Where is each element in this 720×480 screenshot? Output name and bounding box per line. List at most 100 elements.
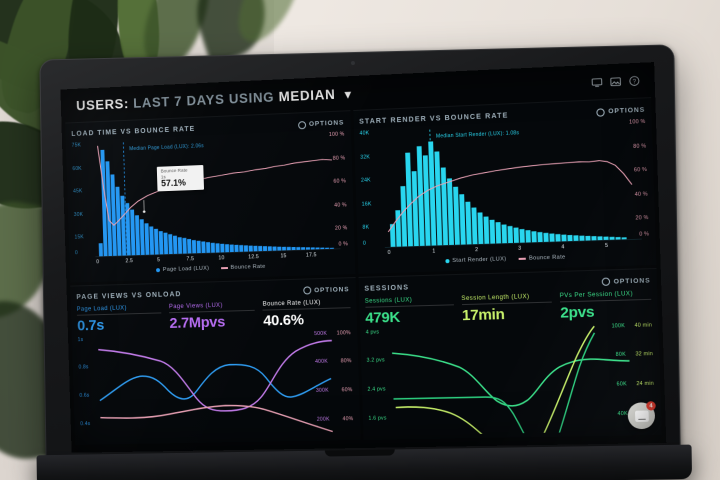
y2-tick: 0 % [338, 241, 349, 248]
y-tick: 75K [71, 142, 82, 149]
y2-tick: 60% [341, 387, 353, 394]
card-page-views: PAGE VIEWS VS ONLOAD OPTIONS Page Load (… [70, 276, 361, 445]
y-mid-tick: 40K [617, 411, 628, 418]
metric-value: 2.7Mpvs [169, 313, 226, 332]
y-tick: 1.6 pvs [368, 415, 387, 423]
y2-tick: 40 % [334, 201, 347, 209]
y-tick: 0.6s [79, 392, 90, 399]
page-title: USERS: LAST 7 DAYS USING MEDIAN ▾ [75, 86, 352, 113]
laptop-notch [324, 449, 395, 457]
y2-tick: 40% [342, 416, 354, 423]
header-icons: ? [591, 75, 640, 88]
options-label: OPTIONS [308, 119, 345, 128]
x-tick: 12.5 [248, 253, 260, 260]
start-render-chart [359, 119, 649, 258]
y-tick: 24K [360, 177, 371, 184]
y-tick: 60K [72, 165, 82, 172]
legend-item-page-load[interactable]: Page Load (LUX) [156, 266, 209, 274]
legend-line-icon [220, 267, 228, 269]
dashboard-grid: LOAD TIME VS BOUNCE RATE OPTIONS [61, 97, 666, 449]
x-tick: 17.5 [305, 251, 317, 259]
y2-tick: 100% [336, 329, 351, 337]
y-axis-mid: 500K 400K 300K 200K [303, 328, 330, 437]
metric-value: 17min [461, 305, 505, 324]
options-button[interactable]: OPTIONS [602, 276, 651, 286]
bar-series-start-render [389, 141, 627, 248]
x-tick: 1 [432, 247, 436, 255]
y-tick: 2.4 pvs [367, 386, 386, 393]
y-tick: 0 [74, 250, 79, 257]
legend-line-icon [518, 257, 526, 260]
help-icon[interactable]: ? [628, 75, 640, 87]
y-mid-tick: 300K [315, 387, 329, 395]
metric-value: 2pvs [559, 302, 595, 322]
gear-icon [303, 286, 312, 295]
legend-label: Bounce Rate [230, 263, 266, 271]
metric-row: Page Load (LUX) 0.7s Page Views (LUX) 2.… [76, 299, 351, 334]
y-tick: 4 pvs [365, 329, 380, 336]
image-icon[interactable] [610, 75, 622, 87]
legend-item-bounce-rate[interactable]: Bounce Rate [220, 263, 266, 271]
legend-item-start-render[interactable]: Start Render (LUX) [445, 256, 507, 265]
y-tick: 3.2 pvs [366, 357, 385, 364]
page-views-plot: 1s 0.8s 0.6s 0.4s 500K 400K 300K 200K [78, 328, 355, 441]
y2-tick: 80 % [332, 154, 346, 162]
card-title: START RENDER VS BOUNCE RATE [359, 112, 509, 126]
chat-face-icon [634, 409, 649, 422]
sessions-plot: 4 pvs 3.2 pvs 2.4 pvs 1.6 pvs 100K 80K 6… [366, 320, 656, 436]
options-button[interactable]: OPTIONS [303, 285, 350, 295]
y-tick: 16K [361, 200, 372, 208]
y-mid-tick: 80K [615, 351, 626, 358]
metric-page-load: Page Load (LUX) 0.7s [76, 304, 162, 334]
y2-tick: 0 % [639, 231, 650, 239]
y2-tick: 100 % [629, 118, 646, 126]
header-spacer [181, 291, 303, 295]
y-axis-right: 100% 80% 60% 40% [331, 328, 354, 437]
start-render-plot: 40K 32K 24K 16K 8K 0 100 % 80 % [359, 119, 649, 258]
y-tick: 8K [362, 224, 370, 231]
x-tick: 2.5 [125, 257, 134, 264]
x-tick: 2 [475, 246, 479, 253]
options-label: OPTIONS [613, 276, 651, 286]
header-spacer [409, 282, 602, 288]
y-tick: 0.8s [78, 364, 89, 371]
metric-bounce-rate: Bounce Rate (LUX) 40.6% [262, 299, 351, 329]
y2-tick: 100 % [328, 131, 345, 139]
svg-text:?: ? [633, 79, 637, 85]
webcam [350, 61, 355, 66]
y-tick: 30K [73, 211, 84, 218]
gear-icon [596, 107, 606, 117]
gear-icon [297, 120, 307, 129]
load-time-plot: 75K 60K 45K 30K 15K 0 100 % [72, 131, 349, 267]
laptop-screen: USERS: LAST 7 DAYS USING MEDIAN ▾ [60, 62, 667, 453]
x-tick: 3 [518, 245, 522, 252]
card-title: PAGE VIEWS VS ONLOAD [76, 290, 182, 301]
options-button[interactable]: OPTIONS [596, 106, 646, 117]
metric-value: 0.7s [76, 316, 105, 334]
y2-tick: 60 % [633, 166, 648, 174]
title-range[interactable]: LAST 7 DAYS [133, 91, 225, 111]
x-tick: 15 [280, 252, 287, 259]
y-tick: 0 [362, 241, 367, 248]
line-series-sessions [392, 347, 631, 408]
x-tick: 0 [96, 258, 100, 265]
monitor-icon[interactable] [591, 76, 603, 88]
y-mid-tick: 200K [316, 417, 330, 424]
legend-dot-icon [156, 268, 161, 273]
x-tick: 10 [218, 254, 225, 261]
y2-tick: 80% [340, 358, 352, 365]
legend-label: Start Render (LUX) [452, 256, 507, 265]
title-metric[interactable]: MEDIAN [278, 86, 336, 104]
legend-label: Bounce Rate [528, 254, 566, 262]
y2-tick: 24 min [636, 380, 655, 388]
metric-value: 40.6% [262, 310, 304, 329]
x-tick: 0 [387, 249, 391, 256]
legend-item-bounce-rate[interactable]: Bounce Rate [518, 254, 566, 262]
title-users: USERS: [75, 95, 130, 113]
options-label: OPTIONS [608, 106, 646, 116]
line-series-pvs-per-session [391, 332, 597, 435]
chevron-down-icon[interactable]: ▾ [344, 86, 352, 101]
options-button[interactable]: OPTIONS [297, 119, 345, 129]
line-series-bounce-rate [100, 403, 333, 435]
y-axis-right: 100 % 80 % 60 % 40 % 20 % 0 % [323, 131, 349, 249]
